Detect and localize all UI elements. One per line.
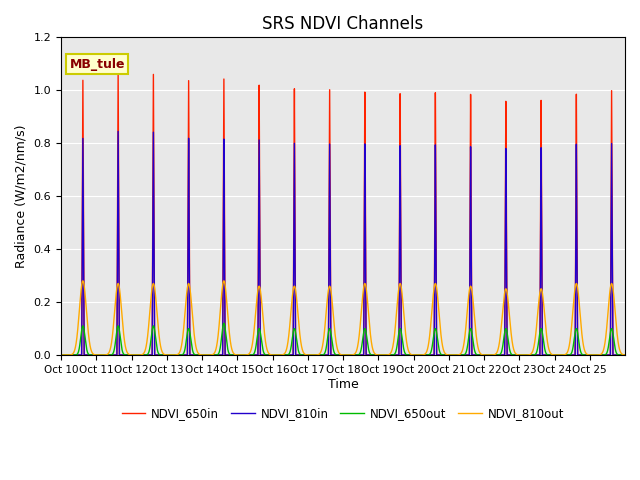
Line: NDVI_650out: NDVI_650out bbox=[61, 323, 625, 355]
NDVI_810out bbox=[391, 329, 399, 335]
NDVI_650in bbox=[86, 352, 93, 358]
NDVI_810in bbox=[476, 352, 483, 358]
NDVI_650in bbox=[476, 352, 483, 358]
NDVI_650out bbox=[262, 352, 269, 358]
NDVI_650out bbox=[86, 352, 93, 358]
NDVI_810out bbox=[79, 278, 87, 284]
NDVI_650out bbox=[220, 320, 228, 326]
NDVI_810out bbox=[476, 348, 483, 354]
NDVI_810out bbox=[57, 352, 65, 358]
NDVI_650in bbox=[262, 352, 269, 358]
NDVI_650in bbox=[391, 352, 399, 358]
NDVI_650out bbox=[391, 351, 399, 357]
Line: NDVI_810out: NDVI_810out bbox=[61, 281, 625, 355]
NDVI_810out bbox=[415, 352, 423, 358]
X-axis label: Time: Time bbox=[328, 377, 358, 391]
NDVI_650in bbox=[415, 352, 423, 358]
Legend: NDVI_650in, NDVI_810in, NDVI_650out, NDVI_810out: NDVI_650in, NDVI_810in, NDVI_650out, NDV… bbox=[117, 402, 569, 425]
NDVI_810out bbox=[506, 311, 513, 317]
NDVI_810out bbox=[262, 337, 269, 343]
NDVI_650out bbox=[506, 345, 513, 351]
NDVI_810in bbox=[86, 352, 93, 358]
Line: NDVI_650in: NDVI_650in bbox=[61, 73, 625, 355]
Line: NDVI_810in: NDVI_810in bbox=[61, 132, 625, 355]
Text: MB_tule: MB_tule bbox=[70, 58, 125, 71]
NDVI_650out bbox=[57, 352, 65, 358]
NDVI_810in bbox=[262, 352, 269, 358]
NDVI_810in bbox=[391, 352, 399, 358]
NDVI_650in bbox=[115, 71, 122, 76]
Title: SRS NDVI Channels: SRS NDVI Channels bbox=[262, 15, 424, 33]
NDVI_650out bbox=[476, 352, 483, 358]
NDVI_650out bbox=[621, 352, 629, 358]
NDVI_650in bbox=[57, 352, 65, 358]
NDVI_810in bbox=[415, 352, 423, 358]
NDVI_810in bbox=[621, 352, 629, 358]
NDVI_650in bbox=[506, 352, 513, 358]
NDVI_810in bbox=[506, 352, 513, 358]
Y-axis label: Radiance (W/m2/nm/s): Radiance (W/m2/nm/s) bbox=[15, 124, 28, 268]
NDVI_810out bbox=[86, 339, 93, 345]
NDVI_810out bbox=[621, 352, 629, 358]
NDVI_810in bbox=[115, 129, 122, 134]
NDVI_650in bbox=[621, 352, 629, 358]
NDVI_810in bbox=[57, 352, 65, 358]
NDVI_650out bbox=[415, 352, 423, 358]
